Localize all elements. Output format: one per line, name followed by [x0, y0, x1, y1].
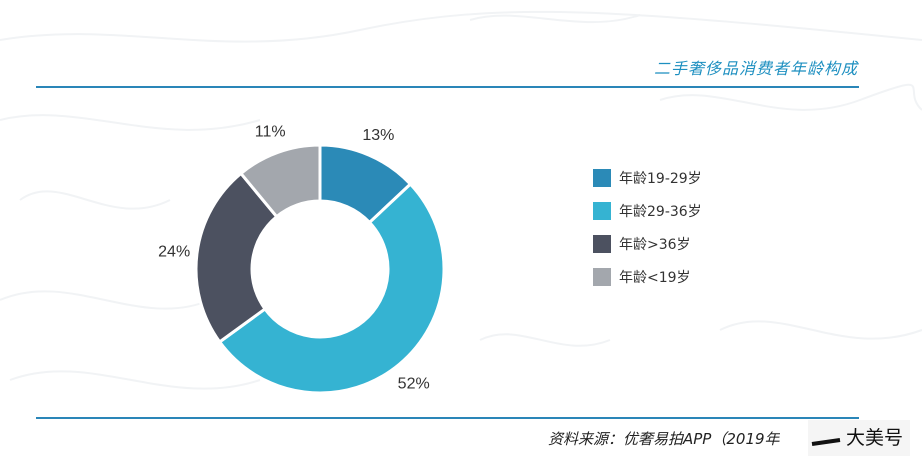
chart-legend: 年龄19-29岁 年龄29-36岁 年龄>36岁 年龄<19岁 — [593, 168, 702, 300]
legend-label-under-19: 年龄<19岁 — [619, 270, 691, 286]
data-label-over-36: 24% — [158, 244, 190, 261]
donut-labels: 13% 52% 24% 11% — [158, 124, 430, 393]
legend-item-over-36: 年龄>36岁 — [593, 234, 702, 254]
legend-item-29-36: 年龄29-36岁 — [593, 201, 702, 221]
legend-swatch-over-36 — [593, 235, 611, 253]
legend-swatch-19-29 — [593, 169, 611, 187]
legend-label-over-36: 年龄>36岁 — [619, 237, 691, 253]
data-label-29-36: 52% — [398, 375, 430, 392]
legend-item-under-19: 年龄<19岁 — [593, 267, 702, 287]
watermark-logo: 大美号 — [808, 420, 910, 456]
data-label-under-19: 11% — [255, 124, 286, 141]
legend-label-19-29: 年龄19-29岁 — [619, 171, 702, 187]
legend-swatch-29-36 — [593, 202, 611, 220]
svg-text:大美号: 大美号 — [846, 427, 903, 449]
legend-label-29-36: 年龄29-36岁 — [619, 204, 702, 220]
donut-slices — [194, 143, 446, 395]
chart-title: 二手奢侈品消费者年龄构成 — [653, 59, 858, 78]
slice-over-36 — [194, 171, 279, 344]
legend-item-19-29: 年龄19-29岁 — [593, 168, 702, 188]
slice-under-19 — [238, 143, 322, 219]
top-divider — [36, 86, 859, 88]
source-note: 资料来源：优奢易拍APP（2019年 — [548, 430, 780, 448]
data-label-19-29: 13% — [362, 127, 394, 144]
bottom-divider — [36, 417, 859, 419]
legend-swatch-under-19 — [593, 268, 611, 286]
slice-29-36 — [217, 181, 446, 395]
